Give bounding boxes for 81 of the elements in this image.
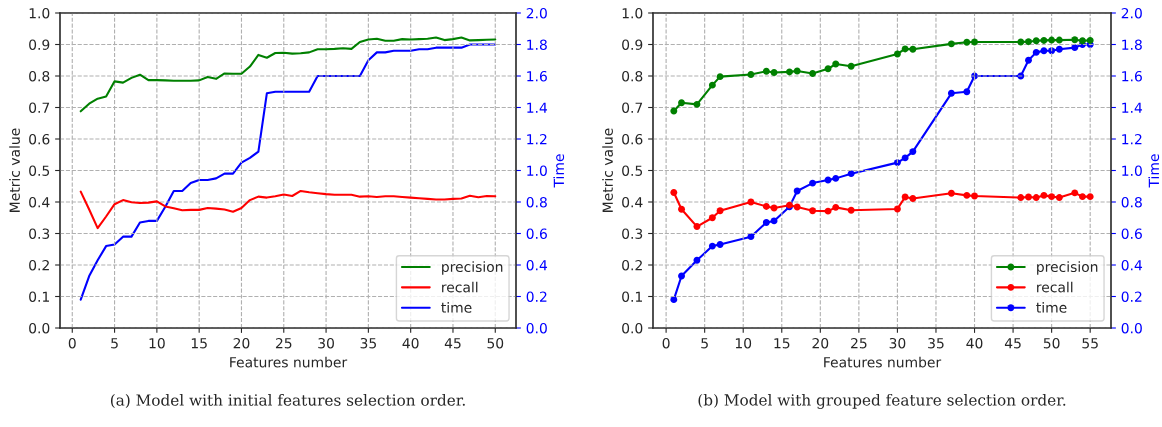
x-tick-label: 30: [318, 337, 334, 349]
x-tick-label: 25: [851, 337, 867, 349]
y2-tick-label: 1.2: [527, 133, 547, 145]
y2-tick-label: 1.8: [1122, 39, 1142, 50]
y2-axis-title: Time: [1148, 154, 1160, 188]
y-tick-label: 0.7: [29, 102, 50, 113]
y2-tick-label: 1.0: [1122, 165, 1142, 176]
y2-tick-label: 1.0: [527, 165, 547, 176]
y-tick-label: 0.4: [622, 196, 643, 208]
y-tick-label: 0.8: [622, 70, 643, 82]
y-tick-label: 0.0: [622, 322, 643, 334]
x-tick-label: 30: [889, 337, 906, 349]
x-tick-label: 40: [966, 337, 983, 349]
y-tick-label: 0.9: [622, 39, 643, 50]
y2-tick-label: 0.2: [526, 291, 547, 302]
x-tick-label: 10: [735, 337, 752, 349]
y-tick-label: 1.0: [622, 7, 643, 19]
y2-tick-label: 2.0: [1121, 7, 1142, 19]
x-tick-label: 20: [812, 337, 829, 349]
x-tick-label: 35: [360, 337, 376, 349]
legend-label: time: [1036, 302, 1067, 313]
y-tick-label: 0.6: [622, 133, 643, 145]
y2-tick-label: 1.6: [527, 70, 547, 82]
y2-tick-label: 0.0: [526, 322, 547, 334]
y2-tick-label: 1.6: [1122, 70, 1142, 82]
y-tick-label: 0.2: [622, 259, 642, 271]
text: (b) Model with grouped feature selection order.: [698, 393, 1066, 409]
x-tick-label: 45: [444, 338, 461, 349]
y2-tick-label: 1.4: [1122, 102, 1143, 113]
y2-tick-label: 0.2: [1121, 291, 1142, 302]
x-tick-label: 5: [701, 338, 708, 349]
y2-tick-label: 2.0: [526, 7, 547, 19]
legend-label: time: [441, 302, 472, 313]
x-tick-label: 15: [774, 338, 790, 349]
legend-label: recall: [1037, 281, 1073, 293]
y-tick-label: 0.7: [622, 102, 643, 113]
x-tick-label: 15: [191, 338, 207, 349]
x-tick-label: 45: [1004, 338, 1021, 349]
y-tick-label: 0.3: [29, 228, 50, 239]
x-tick-label: 55: [1082, 338, 1098, 349]
x-tick-label: 50: [1043, 337, 1060, 349]
y2-tick-label: 1.8: [527, 39, 547, 50]
y2-tick-label: 0.0: [1121, 322, 1142, 334]
x-tick-label: 5: [111, 338, 118, 349]
x-axis-title: Features number: [824, 356, 942, 368]
y-tick-label: 0.1: [29, 291, 49, 302]
x-tick-label: 0: [68, 337, 76, 349]
y-tick-label: 0.5: [29, 165, 50, 176]
y2-tick-label: 1.2: [1122, 133, 1142, 145]
y2-tick-label: 1.4: [527, 102, 548, 113]
legend-label: precision: [442, 261, 503, 275]
y-axis-title: Metric value: [602, 128, 613, 212]
y-tick-label: 0.4: [29, 196, 50, 208]
y2-tick-label: 0.6: [526, 228, 547, 239]
x-axis-title: Features number: [230, 356, 348, 368]
x-tick-label: 50: [487, 337, 504, 349]
y-axis-title: Metric value: [9, 128, 20, 212]
y-tick-label: 0.5: [622, 165, 643, 176]
y2-tick-label: 0.4: [1121, 259, 1143, 271]
x-tick-label: 35: [928, 337, 944, 349]
y-tick-label: 1.0: [29, 7, 50, 19]
y-tick-label: 0.2: [29, 259, 49, 271]
x-tick-label: 40: [402, 337, 419, 349]
y2-axis-title: Time: [553, 154, 565, 188]
y-tick-label: 0.8: [29, 70, 50, 82]
x-tick-label: 25: [275, 337, 292, 349]
y-tick-label: 0.0: [29, 322, 50, 334]
y-tick-label: 0.3: [622, 228, 643, 239]
legend-label: recall: [442, 281, 478, 293]
y2-tick-label: 0.4: [526, 259, 548, 271]
x-tick-label: 20: [233, 337, 250, 349]
x-tick-label: 10: [149, 337, 165, 349]
y2-tick-label: 0.8: [1121, 196, 1142, 208]
y2-tick-label: 0.8: [526, 196, 547, 208]
y-tick-label: 0.1: [622, 291, 642, 302]
y-tick-label: 0.6: [29, 133, 50, 145]
text: (a) Model with initial features selection order.: [110, 393, 465, 408]
y2-tick-label: 0.6: [1121, 228, 1142, 239]
y-tick-label: 0.9: [29, 39, 50, 50]
x-tick-label: 0: [662, 337, 670, 349]
legend-label: precision: [1037, 261, 1098, 275]
